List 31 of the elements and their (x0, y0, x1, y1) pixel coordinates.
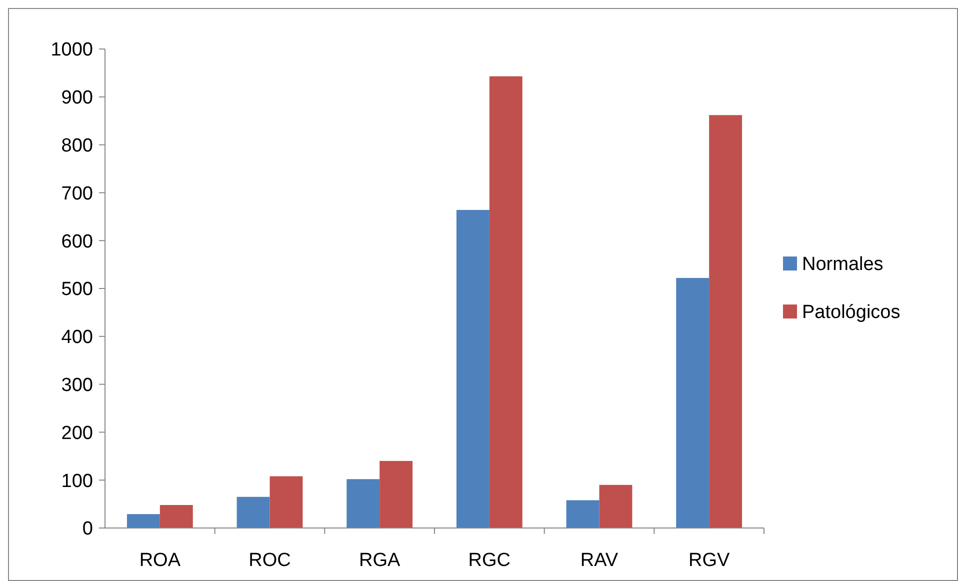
bar (380, 460, 413, 528)
x-tick-label: RGC (468, 550, 511, 571)
y-tick-label: 200 (61, 422, 93, 444)
bar (456, 210, 490, 528)
y-tick-label: 700 (61, 183, 93, 204)
x-tick-label: RGA (358, 550, 400, 571)
y-tick-label: 1000 (50, 40, 93, 61)
y-tick-label: 400 (61, 327, 93, 348)
y-tick-label: 300 (61, 374, 93, 396)
bar (676, 278, 710, 528)
y-tick-label: 100 (61, 470, 93, 492)
bar (566, 500, 600, 528)
x-tick-label: ROA (139, 550, 181, 571)
bar (599, 484, 632, 528)
y-tick-label: 0 (82, 518, 93, 540)
bar (126, 514, 160, 528)
y-tick-label: 600 (61, 231, 93, 252)
x-tick-label: RGV (688, 550, 730, 571)
x-tick-label: RAV (580, 550, 618, 571)
bar (236, 496, 270, 528)
bar (489, 76, 522, 528)
x-tick-label: ROC (248, 550, 291, 571)
bar (160, 505, 193, 528)
y-tick-label: 500 (61, 279, 93, 300)
y-tick-label: 900 (61, 88, 93, 109)
bar (270, 476, 303, 528)
bar (709, 115, 742, 528)
legend-label: Patológicos (802, 302, 900, 324)
bar (346, 479, 380, 528)
y-tick-label: 800 (61, 135, 93, 156)
legend-label: Normales (802, 254, 884, 276)
